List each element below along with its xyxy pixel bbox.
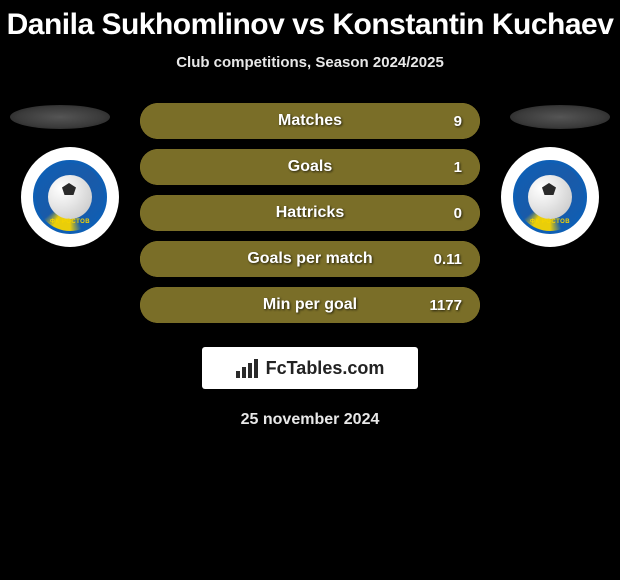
stat-value: 9 — [454, 113, 462, 130]
season-subtitle: Club competitions, Season 2024/2025 — [0, 54, 620, 71]
logo-badge-icon: ФК РОСТОВ — [33, 160, 107, 234]
stat-label: Goals — [140, 158, 480, 176]
logo-badge-icon: ФК РОСТОВ — [513, 160, 587, 234]
stat-bar: Min per goal1177 — [140, 287, 480, 323]
stat-label: Hattricks — [140, 204, 480, 222]
chart-icon — [236, 358, 260, 378]
stat-bar: Goals per match0.11 — [140, 241, 480, 277]
brand-text: FcTables.com — [266, 358, 385, 379]
stat-bar: Goals1 — [140, 149, 480, 185]
team-logo-right: ФК РОСТОВ — [501, 147, 599, 247]
player-shadow-right — [510, 105, 610, 129]
stats-section: ФК РОСТОВ ФК РОСТОВ Matches9 Goals1 Hattri… — [0, 103, 620, 323]
player-shadow-left — [10, 105, 110, 129]
team-logo-left: ФК РОСТОВ — [21, 147, 119, 247]
stat-bar: Hattricks0 — [140, 195, 480, 231]
main-container: Danila Sukhomlinov vs Konstantin Kuchaev… — [0, 0, 620, 580]
stat-label: Matches — [140, 112, 480, 130]
stat-value: 1177 — [429, 297, 462, 314]
stat-value: 1 — [454, 159, 462, 176]
comparison-title: Danila Sukhomlinov vs Konstantin Kuchaev — [0, 8, 620, 42]
stat-value: 0.11 — [434, 251, 462, 268]
stat-value: 0 — [454, 205, 462, 222]
stat-label: Goals per match — [140, 250, 480, 268]
stat-bars-container: Matches9Goals1Hattricks0Goals per match0… — [140, 103, 480, 323]
brand-badge: FcTables.com — [202, 347, 418, 389]
date-text: 25 november 2024 — [0, 411, 620, 429]
stat-bar: Matches9 — [140, 103, 480, 139]
